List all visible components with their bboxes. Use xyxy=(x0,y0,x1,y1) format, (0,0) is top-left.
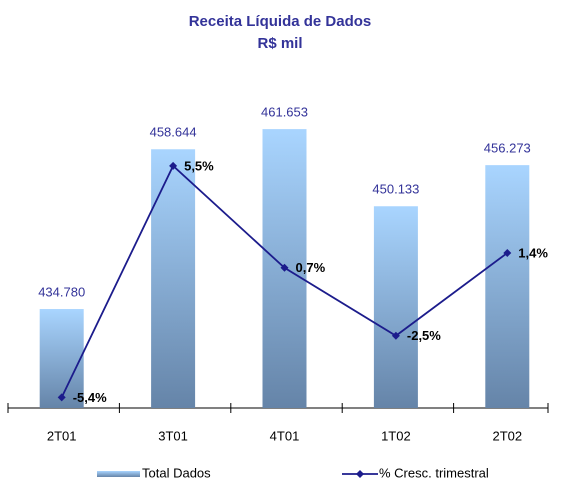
x-tick-label: 2T01 xyxy=(47,428,77,443)
legend-label: % Cresc. trimestral xyxy=(379,465,489,480)
bar-value-label: 456.273 xyxy=(484,141,531,156)
bar xyxy=(485,165,530,408)
x-tick-label: 1T02 xyxy=(381,428,411,443)
line-marker xyxy=(503,248,512,257)
bar-value-label: 434.780 xyxy=(38,284,85,299)
x-tick-label: 2T02 xyxy=(492,428,522,443)
bar-value-label: 458.644 xyxy=(150,125,197,140)
line-value-label: 0,7% xyxy=(296,260,326,275)
bar xyxy=(39,309,84,408)
line-value-label: -2,5% xyxy=(407,328,441,343)
legend-label: Total Dados xyxy=(142,465,211,480)
line-value-label: 5,5% xyxy=(184,158,214,173)
x-tick-label: 4T01 xyxy=(270,428,300,443)
legend-marker xyxy=(356,470,364,478)
bar xyxy=(373,206,418,408)
x-tick-label: 3T01 xyxy=(158,428,188,443)
line-marker xyxy=(169,161,178,170)
line-value-label: 1,4% xyxy=(518,245,548,260)
line-marker xyxy=(57,393,66,402)
chart-title: Receita Líquida de Dados xyxy=(189,13,372,30)
bar xyxy=(151,149,196,408)
chart-subtitle: R$ mil xyxy=(257,35,302,52)
bar-value-label: 461.653 xyxy=(261,105,308,120)
legend-swatch xyxy=(97,471,140,477)
line-marker xyxy=(280,263,289,272)
line-value-label: -5,4% xyxy=(73,390,107,405)
line-marker xyxy=(391,331,400,340)
bar-value-label: 450.133 xyxy=(372,182,419,197)
